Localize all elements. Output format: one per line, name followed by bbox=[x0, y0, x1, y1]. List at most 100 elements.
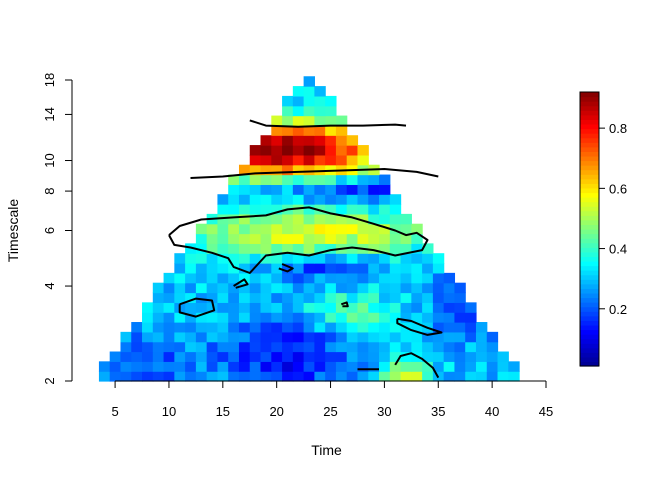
heatmap-cell bbox=[217, 223, 229, 235]
heatmap-cell bbox=[152, 371, 165, 382]
heatmap-cell bbox=[335, 322, 348, 333]
heatmap-cell bbox=[325, 341, 337, 353]
colorbar-swatch bbox=[580, 128, 599, 134]
colorbar-swatch bbox=[580, 101, 599, 107]
heatmap-cell bbox=[260, 194, 272, 205]
heatmap-cell bbox=[379, 341, 391, 353]
heatmap-cell bbox=[120, 351, 132, 362]
heatmap-cell bbox=[282, 302, 294, 313]
heatmap-cell bbox=[185, 282, 197, 294]
colorbar-swatch bbox=[580, 347, 599, 353]
heatmap-cell bbox=[249, 272, 262, 284]
heatmap-cell bbox=[271, 292, 283, 303]
heatmap-cell bbox=[335, 302, 348, 313]
colorbar-swatch bbox=[580, 155, 599, 162]
colorbar-swatch bbox=[580, 297, 599, 303]
heatmap-cell bbox=[120, 331, 132, 343]
heatmap-cell bbox=[271, 154, 283, 166]
y-tick-label: 14 bbox=[42, 107, 57, 121]
heatmap-cell bbox=[238, 282, 251, 294]
heatmap-cell bbox=[282, 194, 294, 205]
heatmap-cell bbox=[163, 292, 175, 303]
heatmap-cell bbox=[335, 204, 348, 215]
heatmap-cell bbox=[325, 322, 337, 333]
heatmap-cell bbox=[454, 282, 466, 294]
heatmap-cell bbox=[357, 233, 369, 244]
colorbar-swatch bbox=[580, 110, 599, 116]
x-axis: 5 10 15 20 25 30 35 40 45 bbox=[111, 380, 553, 419]
heatmap-cell bbox=[206, 341, 219, 353]
colorbar-swatch bbox=[580, 201, 599, 207]
heatmap-cell bbox=[282, 312, 294, 323]
heatmap-cell bbox=[260, 371, 272, 382]
heatmap-cell bbox=[432, 292, 445, 303]
heatmap-cell bbox=[400, 233, 412, 244]
heatmap-cell bbox=[357, 154, 369, 166]
heatmap-cell bbox=[346, 371, 359, 382]
heatmap-cell bbox=[282, 105, 294, 117]
heatmap-cell bbox=[314, 135, 326, 146]
heatmap-cell bbox=[260, 302, 272, 313]
heatmap-cell bbox=[195, 282, 208, 294]
colorbar-swatch bbox=[580, 306, 599, 312]
contour-line bbox=[278, 263, 294, 273]
heatmap-cell bbox=[292, 184, 305, 195]
heatmap-cell bbox=[314, 263, 326, 274]
heatmap-cell bbox=[109, 351, 122, 362]
colorbar-swatch bbox=[580, 187, 599, 194]
heatmap-cell bbox=[217, 341, 229, 353]
x-tick-label: 35 bbox=[431, 404, 445, 419]
heatmap-cell bbox=[195, 263, 208, 274]
heatmap-cell bbox=[282, 272, 294, 284]
heatmap-cell bbox=[271, 272, 283, 284]
heatmap-cell bbox=[228, 272, 240, 284]
heatmap-cell bbox=[422, 253, 434, 264]
y-tick-label: 18 bbox=[42, 73, 57, 87]
heatmap-cell bbox=[335, 223, 348, 235]
heatmap-cell bbox=[314, 341, 326, 353]
heatmap-cell bbox=[486, 341, 499, 353]
heatmap-cell bbox=[335, 233, 348, 244]
heatmap-cell bbox=[389, 194, 402, 205]
heatmap-cell bbox=[303, 86, 315, 97]
heatmap-cell bbox=[335, 184, 348, 195]
heatmap-cell bbox=[400, 282, 412, 294]
heatmap-cell bbox=[432, 282, 445, 294]
heatmap-cell bbox=[195, 243, 208, 254]
heatmap-cell bbox=[314, 371, 326, 382]
colorbar-swatch bbox=[580, 215, 599, 221]
heatmap-cell bbox=[249, 312, 262, 323]
heatmap-cell bbox=[206, 371, 219, 382]
heatmap-cell bbox=[195, 292, 208, 303]
heatmap-cell bbox=[303, 302, 315, 313]
heatmap-cell bbox=[109, 361, 122, 372]
heatmap-cell bbox=[432, 322, 445, 333]
x-tick-label: 10 bbox=[162, 404, 176, 419]
heatmap-cell bbox=[389, 322, 402, 333]
heatmap-cell bbox=[303, 341, 315, 353]
heatmap-cell bbox=[303, 351, 315, 362]
heatmap-cell bbox=[379, 312, 391, 323]
heatmap-cell bbox=[271, 115, 283, 126]
colorbar-swatch bbox=[580, 174, 599, 180]
heatmap-cell bbox=[368, 243, 380, 254]
heatmap-cell bbox=[443, 302, 456, 313]
heatmap-cell bbox=[271, 243, 283, 254]
heatmap-cell bbox=[217, 331, 229, 343]
heatmap-cell bbox=[314, 253, 326, 264]
heatmap-cell bbox=[303, 371, 315, 382]
y-tick-label: 8 bbox=[42, 187, 57, 194]
heatmap-cell bbox=[432, 312, 445, 323]
heatmap-cell bbox=[411, 361, 423, 372]
heatmap-cell bbox=[282, 233, 294, 244]
colorbar-swatch bbox=[580, 142, 599, 148]
heatmap-cell bbox=[206, 361, 219, 372]
heatmap-cell bbox=[411, 312, 423, 323]
heatmap-cell bbox=[260, 361, 272, 372]
heatmap-cell bbox=[120, 361, 132, 372]
heatmap-cell bbox=[379, 263, 391, 274]
heatmap-cell bbox=[292, 361, 305, 372]
heatmap-cell bbox=[325, 125, 337, 136]
heatmap-cell bbox=[271, 184, 283, 195]
heatmap-cell bbox=[379, 322, 391, 333]
